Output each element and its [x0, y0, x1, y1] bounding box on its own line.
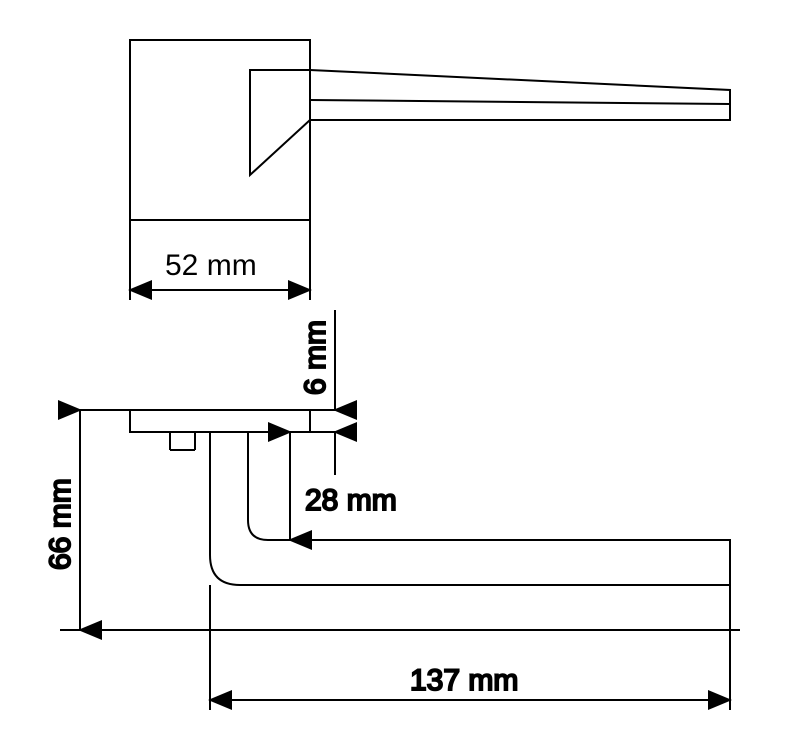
dimension-137mm: 137 mm	[210, 664, 730, 700]
dimension-28mm: 28 mm	[248, 432, 397, 540]
dimension-52mm: 52 mm	[130, 249, 310, 290]
side-view	[130, 410, 730, 585]
technical-drawing: 52 mm 6 mm 28 mm 66 mm	[0, 0, 789, 755]
dimension-6mm: 6 mm	[299, 310, 335, 475]
front-view	[130, 40, 730, 220]
dim-label-28: 28 mm	[305, 484, 397, 517]
dim-label-137: 137 mm	[410, 664, 518, 697]
dim-label-6: 6 mm	[299, 320, 332, 395]
dim-label-66: 66 mm	[44, 478, 77, 570]
dimension-66mm: 66 mm	[44, 410, 740, 630]
dim-label-52: 52 mm	[165, 249, 257, 282]
